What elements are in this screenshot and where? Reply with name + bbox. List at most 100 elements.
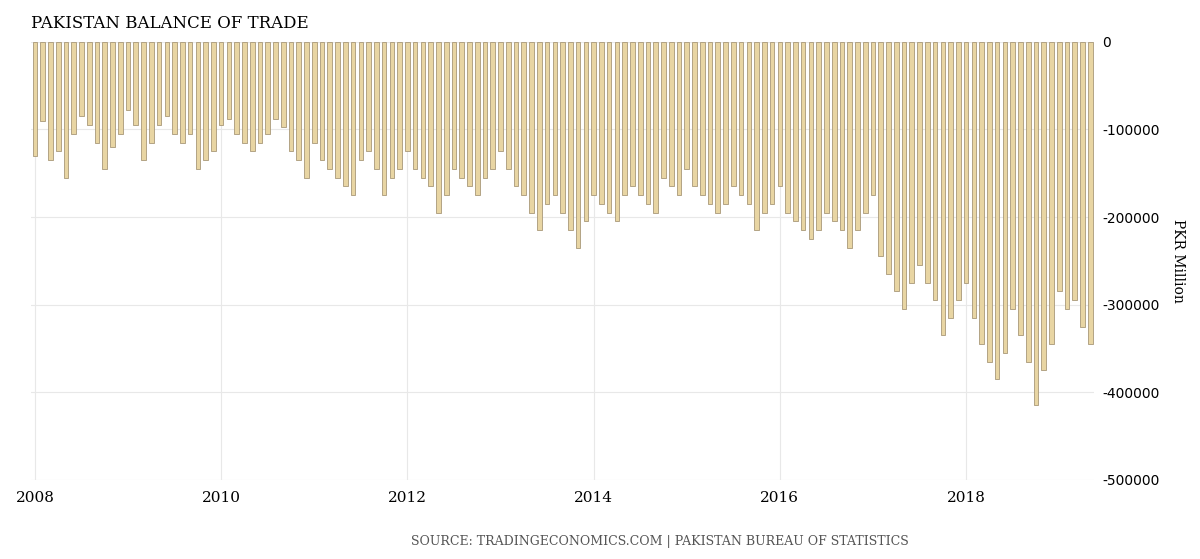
Bar — [173, 42, 176, 134]
Bar — [560, 42, 565, 212]
Bar — [529, 42, 534, 212]
Bar — [86, 42, 91, 125]
Bar — [910, 42, 914, 283]
Bar — [56, 42, 60, 151]
Bar — [1080, 42, 1085, 326]
Bar — [79, 42, 84, 116]
Bar — [475, 42, 480, 195]
Bar — [623, 42, 628, 195]
Bar — [142, 42, 146, 160]
Bar — [583, 42, 588, 221]
Bar — [234, 42, 239, 134]
Bar — [785, 42, 790, 212]
Bar — [599, 42, 604, 204]
Bar — [164, 42, 169, 116]
Bar — [444, 42, 449, 195]
Bar — [196, 42, 200, 169]
Bar — [755, 42, 758, 230]
Bar — [809, 42, 814, 239]
Bar — [1064, 42, 1069, 309]
Bar — [359, 42, 364, 160]
Bar — [366, 42, 371, 151]
Bar — [956, 42, 961, 300]
Bar — [289, 42, 293, 151]
Bar — [739, 42, 744, 195]
Bar — [762, 42, 767, 212]
Bar — [646, 42, 650, 204]
Bar — [630, 42, 635, 186]
Bar — [661, 42, 666, 178]
Bar — [988, 42, 991, 362]
Bar — [227, 42, 232, 119]
Bar — [1002, 42, 1007, 353]
Bar — [149, 42, 154, 143]
Bar — [847, 42, 852, 248]
Bar — [932, 42, 937, 300]
Bar — [941, 42, 946, 335]
Bar — [677, 42, 682, 195]
Bar — [350, 42, 355, 195]
Bar — [482, 42, 487, 178]
Bar — [746, 42, 751, 204]
Bar — [724, 42, 728, 204]
Bar — [1033, 42, 1038, 405]
Bar — [917, 42, 922, 265]
Bar — [460, 42, 464, 178]
Bar — [304, 42, 308, 178]
Bar — [64, 42, 68, 178]
Bar — [536, 42, 541, 230]
Bar — [180, 42, 185, 143]
Bar — [506, 42, 511, 169]
Bar — [218, 42, 223, 125]
Bar — [522, 42, 526, 195]
Bar — [467, 42, 472, 186]
Bar — [552, 42, 557, 195]
Bar — [832, 42, 836, 221]
Bar — [769, 42, 774, 204]
Bar — [1073, 42, 1078, 300]
Bar — [420, 42, 425, 178]
Bar — [878, 42, 883, 257]
Bar — [800, 42, 805, 230]
Bar — [382, 42, 386, 195]
Bar — [793, 42, 798, 221]
Bar — [390, 42, 395, 178]
Bar — [653, 42, 658, 212]
Bar — [491, 42, 496, 169]
Bar — [211, 42, 216, 151]
Bar — [319, 42, 324, 160]
Bar — [514, 42, 518, 186]
Bar — [1042, 42, 1046, 370]
Bar — [995, 42, 1000, 379]
Bar — [250, 42, 254, 151]
Bar — [1049, 42, 1054, 344]
Bar — [498, 42, 503, 151]
Bar — [856, 42, 860, 230]
Bar — [948, 42, 953, 318]
Bar — [328, 42, 332, 169]
Bar — [840, 42, 845, 230]
Bar — [374, 42, 379, 169]
Bar — [258, 42, 263, 143]
Text: SOURCE: TRADINGECONOMICS.COM | PAKISTAN BUREAU OF STATISTICS: SOURCE: TRADINGECONOMICS.COM | PAKISTAN … — [412, 535, 908, 548]
Bar — [397, 42, 402, 169]
Bar — [964, 42, 968, 283]
Bar — [731, 42, 736, 186]
Bar — [592, 42, 596, 195]
Bar — [1010, 42, 1015, 309]
Bar — [871, 42, 875, 195]
Bar — [715, 42, 720, 212]
Bar — [133, 42, 138, 125]
Bar — [778, 42, 782, 186]
Bar — [451, 42, 456, 169]
Bar — [335, 42, 340, 178]
Bar — [684, 42, 689, 169]
Bar — [614, 42, 619, 221]
Bar — [413, 42, 418, 169]
Bar — [692, 42, 697, 186]
Text: PAKISTAN BALANCE OF TRADE: PAKISTAN BALANCE OF TRADE — [31, 15, 308, 32]
Bar — [95, 42, 100, 143]
Bar — [668, 42, 673, 186]
Bar — [343, 42, 348, 186]
Bar — [1026, 42, 1031, 362]
